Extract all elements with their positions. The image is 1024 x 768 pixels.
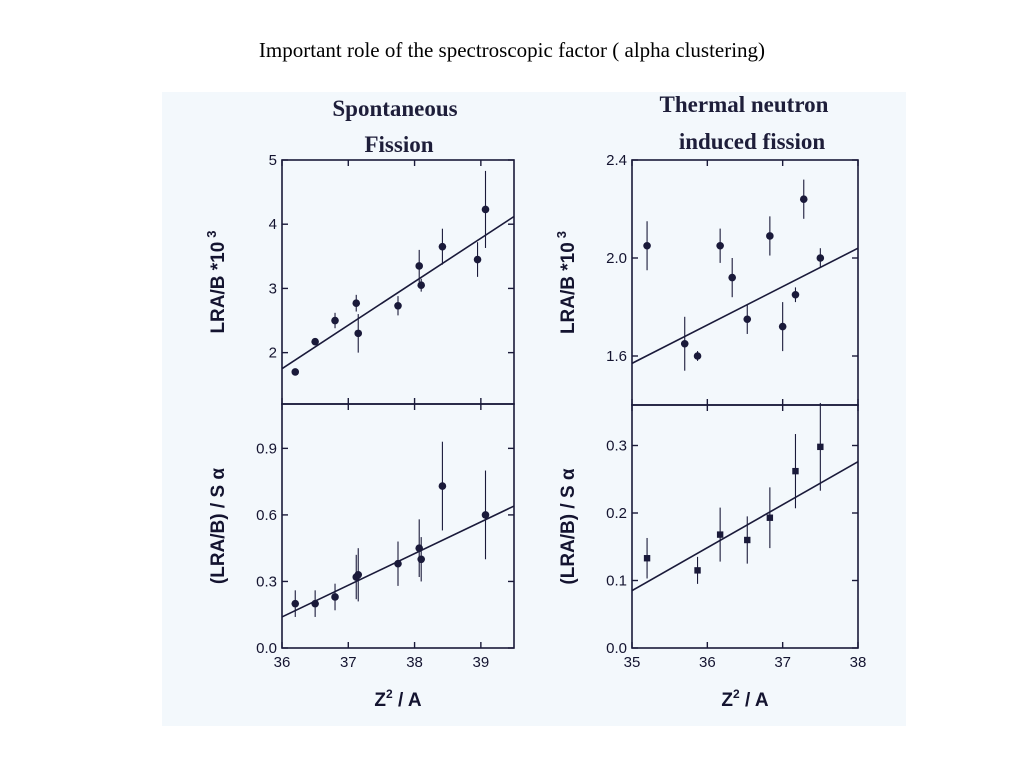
y-tick-label: 0.0 <box>256 640 277 657</box>
plot-frame <box>631 159 859 406</box>
data-point <box>291 599 300 608</box>
y-axis-label: (LRA/B) / S α <box>558 468 579 584</box>
data-point <box>778 322 787 331</box>
x-tick-label: 36 <box>699 654 716 671</box>
x-tick-label: 38 <box>850 654 867 671</box>
y-tick-label: 0.0 <box>606 640 627 657</box>
data-point <box>716 241 724 250</box>
y-tick-label: 0.3 <box>256 573 277 590</box>
y-tick-label: 2.0 <box>606 250 627 267</box>
y-tick-label: 0.2 <box>606 505 627 522</box>
plot-frame <box>281 159 515 405</box>
data-point <box>744 536 751 544</box>
data-point <box>473 255 482 264</box>
x-tick-label: 37 <box>340 654 357 671</box>
data-point <box>415 262 424 270</box>
data-point <box>354 571 363 579</box>
x-tick-label: 38 <box>406 654 423 671</box>
data-point <box>352 299 361 307</box>
left-panel-title-line1: Spontaneous <box>332 96 457 121</box>
data-point <box>481 511 490 519</box>
left-panel-title-line2: Fission <box>364 132 433 157</box>
y-tick-label: 2.4 <box>606 152 627 169</box>
data-point <box>481 205 490 214</box>
y-axis-label: (LRA/B) / S α <box>208 468 229 584</box>
y-tick-label: 0.3 <box>606 438 627 455</box>
data-point <box>791 290 800 299</box>
data-point <box>694 567 701 574</box>
x-axis-label-base: Z <box>721 690 733 711</box>
data-point <box>643 241 651 250</box>
data-point <box>816 254 825 262</box>
y-tick-label: 3 <box>269 280 277 297</box>
panel-thermal-top: 1.6 2.0 2.4 LRA/B *103 <box>554 152 859 406</box>
data-point <box>415 544 424 552</box>
data-point <box>728 273 736 282</box>
data-point <box>331 316 339 325</box>
x-axis-label-base: Z <box>374 690 386 711</box>
data-point <box>716 531 724 538</box>
data-point <box>799 195 808 203</box>
y-tick-label: 1.6 <box>606 348 627 365</box>
fit-line <box>631 247 859 365</box>
x-tick-label: 39 <box>473 654 490 671</box>
x-axis-label: Z2 / A <box>721 687 768 711</box>
panel-spontaneous-top: 2 3 4 5 LRA/B *103 <box>204 152 515 405</box>
plot-frame <box>281 403 515 649</box>
y-axis-label-exponent: 3 <box>554 231 569 238</box>
x-tick-label: 35 <box>624 654 641 671</box>
panel-thermal-bottom: 0.0 0.1 0.2 0.3 35 36 37 38 (LRA/B) / S α Z2 / A <box>558 402 867 711</box>
y-tick-label: 0.9 <box>256 440 277 457</box>
data-point <box>394 301 402 310</box>
x-axis-label-exponent: 2 <box>733 687 740 701</box>
data-point <box>766 514 774 521</box>
data-point <box>817 443 824 451</box>
data-point <box>766 232 774 240</box>
y-tick-label: 0.6 <box>256 507 277 524</box>
y-tick-label: 0.1 <box>606 573 627 590</box>
data-point <box>680 339 689 348</box>
fission-figure: Spontaneous Fission Thermal neutron indu… <box>204 92 867 711</box>
y-axis-label: LRA/B *103 <box>554 231 579 334</box>
data-point <box>291 368 300 376</box>
slide-title: Important role of the spectroscopic fact… <box>258 38 766 62</box>
right-panel-title-line2: induced fission <box>679 129 826 154</box>
x-axis-label-exponent: 2 <box>386 687 393 701</box>
x-tick-label: 36 <box>274 654 291 671</box>
data-point <box>311 599 319 608</box>
data-point <box>417 281 425 290</box>
data-point <box>438 242 447 251</box>
y-tick-label: 4 <box>269 216 277 233</box>
fit-line <box>631 461 859 592</box>
right-panel-title-line1: Thermal neutron <box>660 92 829 117</box>
data-point <box>693 352 702 360</box>
y-axis-label-exponent: 3 <box>204 230 219 237</box>
data-point <box>331 593 339 601</box>
y-tick-label: 5 <box>269 152 277 169</box>
figure-scan: Spontaneous Fission Thermal neutron indu… <box>162 92 906 726</box>
x-axis-label-tail: / A <box>393 690 422 711</box>
data-point <box>394 559 402 568</box>
plot-frame <box>631 404 859 649</box>
data-point <box>643 555 651 562</box>
x-axis-label: Z2 / A <box>374 687 421 711</box>
panel-spontaneous-bottom: 0.0 0.3 0.6 0.9 36 37 38 39 (LRA/B) / S α Z2 / A <box>208 403 515 711</box>
y-tick-label: 2 <box>269 345 277 362</box>
data-point <box>417 555 425 564</box>
data-point <box>792 467 799 475</box>
data-point <box>311 337 319 346</box>
y-axis-label: LRA/B *103 <box>204 230 229 333</box>
x-tick-label: 37 <box>774 654 791 671</box>
data-point <box>354 329 363 338</box>
data-point <box>438 482 447 490</box>
data-point <box>743 315 752 324</box>
x-axis-label-tail: / A <box>740 690 769 711</box>
fit-line <box>281 215 515 370</box>
